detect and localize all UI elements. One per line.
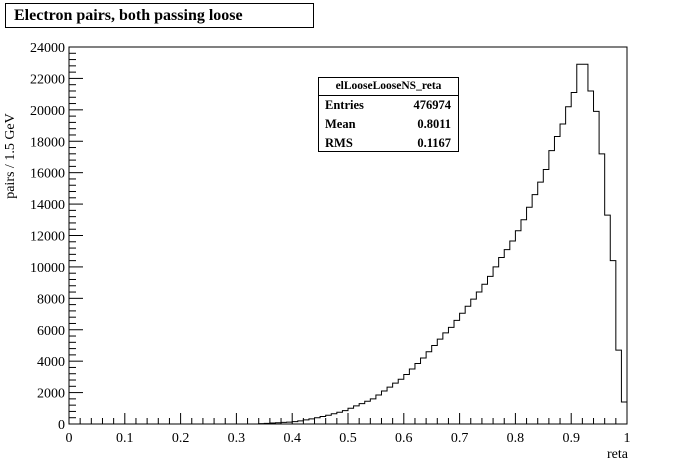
stats-value: 476974 <box>413 98 452 112</box>
histogram-bin <box>320 416 326 424</box>
histogram-bin <box>315 418 321 424</box>
histogram-bin <box>354 406 360 424</box>
histogram-bin <box>370 399 376 424</box>
x-tick-label: 0.6 <box>395 431 413 446</box>
x-axis-label: reta <box>607 447 628 462</box>
stats-label: Mean <box>325 117 356 131</box>
histogram-bin <box>365 401 371 424</box>
y-tick-label: 14000 <box>30 198 65 213</box>
chart-title: Electron pairs, both passing loose <box>5 3 314 28</box>
y-tick-label: 0 <box>58 418 65 433</box>
histogram-bin <box>443 333 449 424</box>
x-tick-label: 0.1 <box>116 431 134 446</box>
histogram-bin <box>432 345 438 424</box>
histogram-bin <box>599 154 605 424</box>
histogram-bin <box>499 257 505 424</box>
y-tick-label: 12000 <box>30 230 65 245</box>
histogram-bin <box>415 364 421 424</box>
stats-name: elLooseLooseNS_reta <box>319 78 458 96</box>
histogram-bin <box>582 64 588 424</box>
y-tick-label: 18000 <box>30 135 65 150</box>
histogram-bin <box>404 375 410 424</box>
x-tick-label: 1 <box>624 431 631 446</box>
histogram-bin <box>381 391 387 424</box>
histogram-bin <box>515 231 521 424</box>
histogram-bin <box>376 395 382 424</box>
y-axis-label: pairs / 1.5 GeV <box>3 113 18 199</box>
histogram-bin <box>460 313 466 424</box>
histogram-bin <box>560 124 566 424</box>
stats-row-rms: RMS 0.1167 <box>319 134 458 153</box>
histogram-bin <box>621 402 627 424</box>
x-tick-label: 0.8 <box>507 431 525 446</box>
x-tick-label: 0.2 <box>172 431 190 446</box>
histogram-bin <box>594 111 600 424</box>
histogram-bin <box>348 408 354 424</box>
x-tick-label: 0.4 <box>283 431 301 446</box>
stats-label: Entries <box>325 98 364 112</box>
y-tick-label: 20000 <box>30 104 65 119</box>
histogram-bin <box>588 91 594 424</box>
histogram-bin <box>616 350 622 424</box>
y-tick-label: 6000 <box>37 324 65 339</box>
x-tick-label: 0.5 <box>339 431 357 446</box>
histogram-bin <box>488 276 494 424</box>
histogram-bin <box>393 383 399 424</box>
histogram-bin <box>549 151 555 424</box>
histogram-line <box>69 63 628 425</box>
histogram-bin <box>448 327 454 424</box>
x-tick-label: 0 <box>66 431 73 446</box>
histogram-bin <box>504 250 510 424</box>
histogram-bin <box>337 412 343 424</box>
histogram-bin <box>426 352 432 424</box>
histogram-bin <box>538 182 544 424</box>
y-tick-label: 4000 <box>37 355 65 370</box>
stats-value: 0.8011 <box>417 117 451 131</box>
histogram-bin <box>359 404 365 424</box>
histogram-bin <box>566 107 572 424</box>
histogram-bin <box>326 415 332 424</box>
histogram-bin <box>493 267 499 424</box>
histogram-bin <box>571 93 577 424</box>
histogram-bin <box>387 387 393 424</box>
histogram-bin <box>409 369 415 424</box>
y-tick-label: 24000 <box>30 41 65 56</box>
histogram-bin <box>532 195 538 424</box>
histogram-bin <box>398 379 404 424</box>
y-tick-label: 2000 <box>37 387 65 402</box>
histogram-bin <box>554 137 560 424</box>
histogram-bin <box>510 241 516 424</box>
y-axis-label-wrap: pairs / 1.5 GeV <box>3 113 23 199</box>
histogram-bin <box>421 358 427 424</box>
histogram-bin <box>482 284 488 424</box>
stats-row-entries: Entries 476974 <box>319 96 458 115</box>
histogram-bin <box>476 292 482 424</box>
histogram-bin <box>471 299 477 424</box>
histogram-bin <box>342 411 348 424</box>
histogram-bin <box>605 215 611 424</box>
histogram-bin <box>331 414 337 424</box>
stats-label: RMS <box>325 136 353 150</box>
y-tick-label: 16000 <box>30 167 65 182</box>
histogram-bin <box>543 170 549 424</box>
histogram-bin <box>610 261 616 424</box>
y-tick-label: 10000 <box>30 261 65 276</box>
histogram-bin <box>303 420 309 424</box>
histogram-bin <box>437 339 443 424</box>
x-tick-label: 0.9 <box>562 431 580 446</box>
histogram-bin <box>521 220 527 424</box>
histogram-bin <box>465 306 471 424</box>
x-tick-label: 0.3 <box>228 431 246 446</box>
stats-box: elLooseLooseNS_reta Entries 476974 Mean … <box>318 77 459 152</box>
x-tick-label: 0.7 <box>451 431 469 446</box>
histogram-bin <box>577 64 583 424</box>
y-tick-label: 8000 <box>37 292 65 307</box>
stats-row-mean: Mean 0.8011 <box>319 115 458 134</box>
stats-value: 0.1167 <box>417 136 451 150</box>
histogram-bin <box>454 320 460 424</box>
y-tick-label: 22000 <box>30 72 65 87</box>
histogram-bin <box>527 207 533 424</box>
histogram-bin <box>309 419 315 424</box>
